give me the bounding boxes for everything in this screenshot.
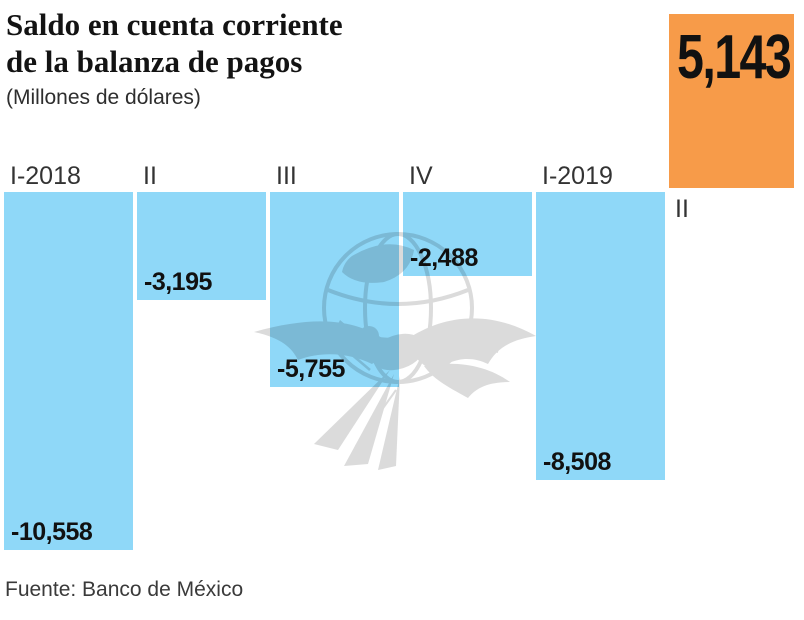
- bar-value-label: -3,195: [144, 268, 212, 296]
- bar-iv-3: -2,488: [403, 192, 532, 276]
- chart-subtitle: (Millones de dólares): [6, 86, 201, 109]
- source-note: Fuente: Banco de México: [5, 578, 244, 601]
- axis-label-ii-5: II: [675, 195, 689, 223]
- bar-value-label: -2,488: [410, 244, 478, 272]
- axis-label-i-2018-0: I-2018: [10, 162, 81, 190]
- bar-i-2018-0: -10,558: [4, 192, 133, 550]
- bar-ii-1: -3,195: [137, 192, 266, 300]
- axis-label-iv-3: IV: [409, 162, 433, 190]
- chart-title: Saldo en cuenta corriente de la balanza …: [6, 6, 343, 80]
- bar-value-label: -5,755: [277, 355, 345, 383]
- axis-label-iii-2: III: [276, 162, 297, 190]
- bar-i-2019-4: -8,508: [536, 192, 665, 480]
- chart-title-line2: de la balanza de pagos: [6, 44, 303, 79]
- bar-value-label: -8,508: [543, 448, 611, 476]
- bar-value-label: -10,558: [11, 518, 93, 546]
- bar-ii-5: 5,143: [669, 14, 794, 188]
- bar-iii-2: -5,755: [270, 192, 399, 387]
- axis-label-ii-1: II: [143, 162, 157, 190]
- chart-title-line1: Saldo en cuenta corriente: [6, 7, 343, 42]
- axis-label-i-2019-4: I-2019: [542, 162, 613, 190]
- bar-value-label: 5,143: [677, 23, 792, 92]
